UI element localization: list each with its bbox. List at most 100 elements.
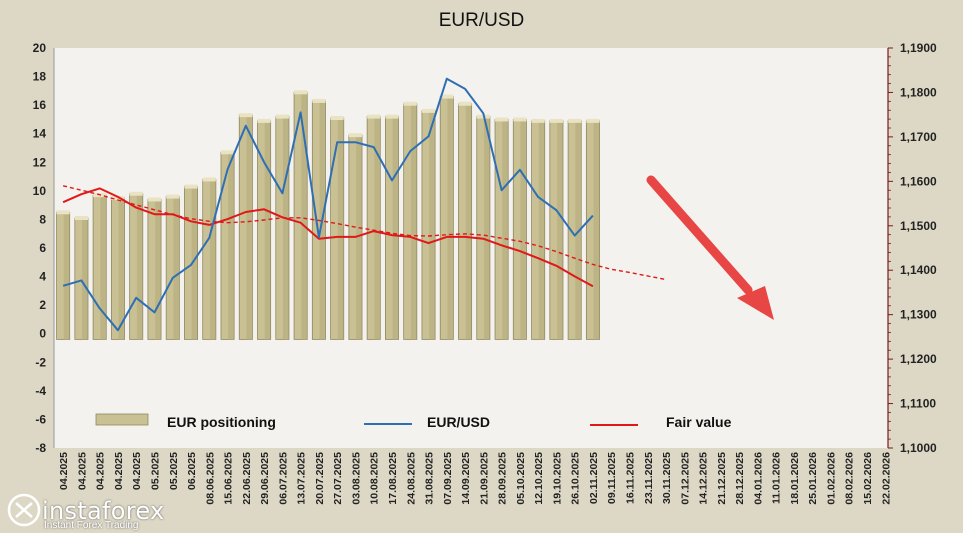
x-tick-label: 07.12.2025 <box>679 452 691 505</box>
x-tick-label: 22.02.2026 <box>880 452 892 505</box>
x-tick-label: 11.01.2026 <box>771 452 783 504</box>
positioning-bar-shade <box>118 198 124 340</box>
positioning-bar-shade <box>575 120 581 340</box>
positioning-bar-cap <box>129 191 143 196</box>
left-tick-label: 10 <box>33 184 47 198</box>
positioning-bar-cap <box>495 117 509 122</box>
x-tick-label: 16.11.2025 <box>624 452 636 504</box>
legend-positioning-swatch <box>95 413 149 426</box>
chart-title: EUR/USD <box>438 10 525 31</box>
left-tick-label: 4 <box>39 270 46 284</box>
positioning-bar-cap <box>184 184 198 189</box>
x-tick-label: 06.2025 <box>186 452 198 490</box>
x-tick-label: 27.07.2025 <box>332 452 344 505</box>
positioning-bar-cap <box>403 101 417 106</box>
left-tick-label: 8 <box>39 212 46 226</box>
x-tick-label: 14.12.2025 <box>698 452 710 505</box>
right-tick-label: 1,1200 <box>900 352 937 366</box>
positioning-bar-cap <box>74 216 88 220</box>
x-tick-label: 17.08.2025 <box>387 452 399 505</box>
positioning-bar-cap <box>568 118 582 123</box>
x-tick-label: 01.02.2026 <box>825 452 837 505</box>
x-tick-label: 18.01.2026 <box>789 452 801 505</box>
watermark-tagline: Instant Forex Trading <box>44 520 139 531</box>
positioning-bar-shade <box>155 199 161 340</box>
x-tick-label: 15.06.2025 <box>223 452 235 505</box>
left-tick-label: 0 <box>39 327 46 341</box>
positioning-bar-shade <box>356 135 362 340</box>
positioning-bar-shade <box>392 116 398 340</box>
positioning-bar-shade <box>374 116 380 340</box>
left-tick-label: 2 <box>39 298 46 312</box>
positioning-bar-shade <box>483 116 490 340</box>
positioning-bar-shade <box>447 96 453 340</box>
x-tick-label: 29.06.2025 <box>259 452 271 505</box>
x-tick-label: 12.10.2025 <box>533 452 545 505</box>
x-tick-label: 10.08.2025 <box>369 452 381 505</box>
x-tick-label: 19.10.2025 <box>551 452 563 505</box>
positioning-bar-cap <box>421 108 436 113</box>
positioning-bar-cap <box>531 118 545 123</box>
x-tick-label: 23.11.2025 <box>643 452 655 504</box>
positioning-bar-cap <box>294 90 308 95</box>
x-tick-label: 21.09.2025 <box>478 452 490 505</box>
x-tick-label: 24.08.2025 <box>405 452 417 505</box>
positioning-bar-shade <box>429 110 435 340</box>
right-tick-label: 1,1300 <box>900 308 937 322</box>
x-tick-label: 04.2025 <box>76 452 88 490</box>
legend-eurusd-label: EUR/USD <box>427 414 490 430</box>
positioning-bar-cap <box>513 117 527 122</box>
forecast-arrow-head <box>737 286 774 320</box>
fair-value-trend-line <box>62 185 667 281</box>
positioning-bar-cap <box>348 133 363 138</box>
positioning-bar-cap <box>166 194 180 199</box>
x-tick-label: 21.12.2025 <box>716 452 728 505</box>
right-tick-label: 1,1800 <box>900 85 937 99</box>
positioning-bar-shade <box>264 120 271 340</box>
left-tick-label: 16 <box>33 98 47 112</box>
x-tick-label: 25.01.2026 <box>807 452 819 505</box>
positioning-bar-cap <box>586 118 600 123</box>
left-tick-label: -8 <box>35 441 46 455</box>
positioning-bar-cap <box>202 177 216 182</box>
positioning-bar-shade <box>246 115 252 340</box>
right-tick-label: 1,1000 <box>900 441 937 455</box>
x-tick-label: 31.08.2025 <box>424 452 436 505</box>
positioning-bar-shade <box>465 103 471 340</box>
positioning-bar-shade <box>100 195 106 340</box>
left-tick-label: 20 <box>33 41 47 55</box>
fair-value-line <box>62 187 594 288</box>
left-tick-label: 18 <box>33 70 47 84</box>
positioning-bar-shade <box>410 103 417 340</box>
left-tick-label: 14 <box>33 127 47 141</box>
positioning-bar-shade <box>593 120 599 340</box>
x-tick-label: 28.12.2025 <box>734 452 746 505</box>
positioning-bar-cap <box>549 118 563 123</box>
x-tick-label: 04.01.2026 <box>752 452 764 505</box>
positioning-bar-cap <box>312 98 326 103</box>
positioning-bar-cap <box>367 114 381 119</box>
x-tick-label: 22.06.2025 <box>241 452 253 505</box>
x-tick-label: 08.02.2026 <box>844 452 856 505</box>
legend-positioning-label: EUR positioning <box>167 414 276 430</box>
eurusd-line <box>62 77 594 332</box>
positioning-bar-shade <box>301 92 307 340</box>
right-tick-label: 1,1400 <box>900 263 937 277</box>
legend-fairvalue-label: Fair value <box>666 414 732 430</box>
x-tick-label: 09.11.2025 <box>606 452 618 504</box>
positioning-bar-shade <box>63 212 70 340</box>
x-tick-label: 26.10.2025 <box>570 452 582 505</box>
left-tick-label: 12 <box>33 155 47 169</box>
positioning-bar-cap <box>458 101 472 106</box>
positioning-bar-shade <box>228 152 234 340</box>
positioning-bar-cap <box>275 114 289 119</box>
right-tick-label: 1,1900 <box>900 41 937 55</box>
positioning-bar-shade <box>82 218 88 340</box>
positioning-bar-cap <box>239 113 253 118</box>
positioning-bar-shade <box>520 119 526 340</box>
x-tick-label: 15.02.2026 <box>862 452 874 505</box>
positioning-bar-shade <box>173 196 179 340</box>
instaforex-logo-icon <box>7 493 41 527</box>
